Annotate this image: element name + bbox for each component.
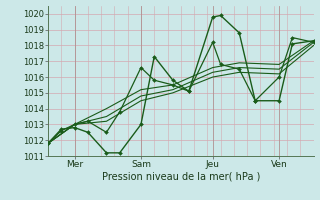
X-axis label: Pression niveau de la mer( hPa ): Pression niveau de la mer( hPa ) [102,172,260,182]
